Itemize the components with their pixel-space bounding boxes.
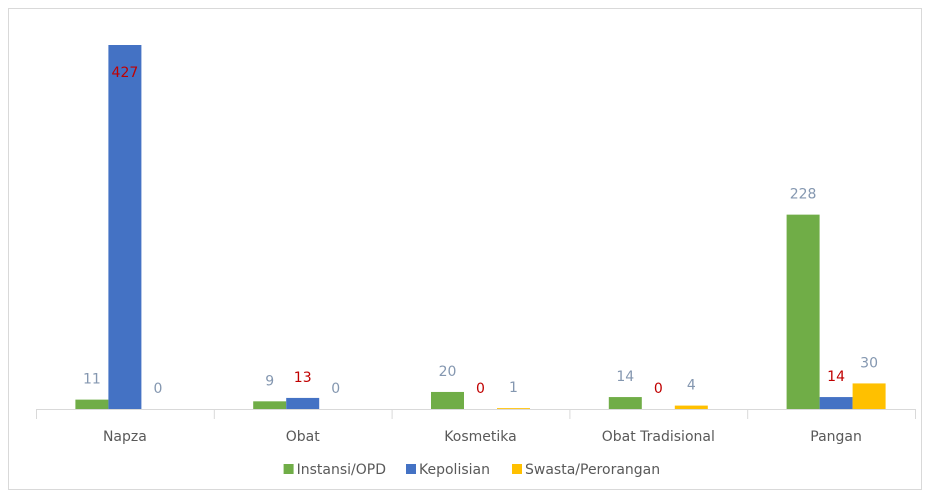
value-label: 9 bbox=[265, 373, 274, 389]
bar bbox=[253, 401, 287, 409]
legend-swatch bbox=[283, 464, 294, 474]
value-label: 0 bbox=[153, 381, 162, 397]
value-label: 30 bbox=[860, 355, 878, 371]
value-label: 1 bbox=[509, 380, 518, 396]
legend-label: Kepolisian bbox=[419, 462, 490, 478]
bar bbox=[75, 399, 109, 409]
x-tick-label: Kosmetika bbox=[444, 429, 516, 445]
bar bbox=[786, 214, 820, 409]
value-label: 0 bbox=[331, 381, 340, 397]
value-label: 11 bbox=[83, 372, 101, 388]
x-tick-label: Napza bbox=[103, 429, 147, 445]
x-tick-label: Obat Tradisional bbox=[602, 429, 715, 445]
value-label: 14 bbox=[616, 369, 634, 385]
bar bbox=[286, 397, 320, 409]
legend-label: Instansi/OPD bbox=[297, 462, 386, 478]
legend-label: Swasta/Perorangan bbox=[525, 462, 660, 478]
bar bbox=[819, 397, 853, 409]
bar bbox=[497, 408, 530, 409]
bar bbox=[608, 397, 642, 409]
chart-border bbox=[8, 8, 922, 490]
bar bbox=[852, 383, 886, 409]
value-label: 4 bbox=[687, 378, 696, 394]
bar bbox=[108, 45, 142, 409]
value-label: 228 bbox=[790, 187, 817, 203]
value-label: 20 bbox=[439, 364, 457, 380]
x-tick-label: Pangan bbox=[810, 429, 862, 445]
legend-swatch bbox=[512, 464, 522, 474]
bar bbox=[431, 391, 464, 409]
value-label: 427 bbox=[112, 65, 139, 81]
legend-swatch bbox=[406, 464, 416, 474]
value-label: 0 bbox=[654, 381, 663, 397]
bar bbox=[674, 405, 708, 409]
x-tick-label: Obat bbox=[286, 429, 320, 445]
value-label: 0 bbox=[476, 381, 485, 397]
value-label: 13 bbox=[294, 370, 312, 386]
value-label: 14 bbox=[827, 369, 845, 385]
